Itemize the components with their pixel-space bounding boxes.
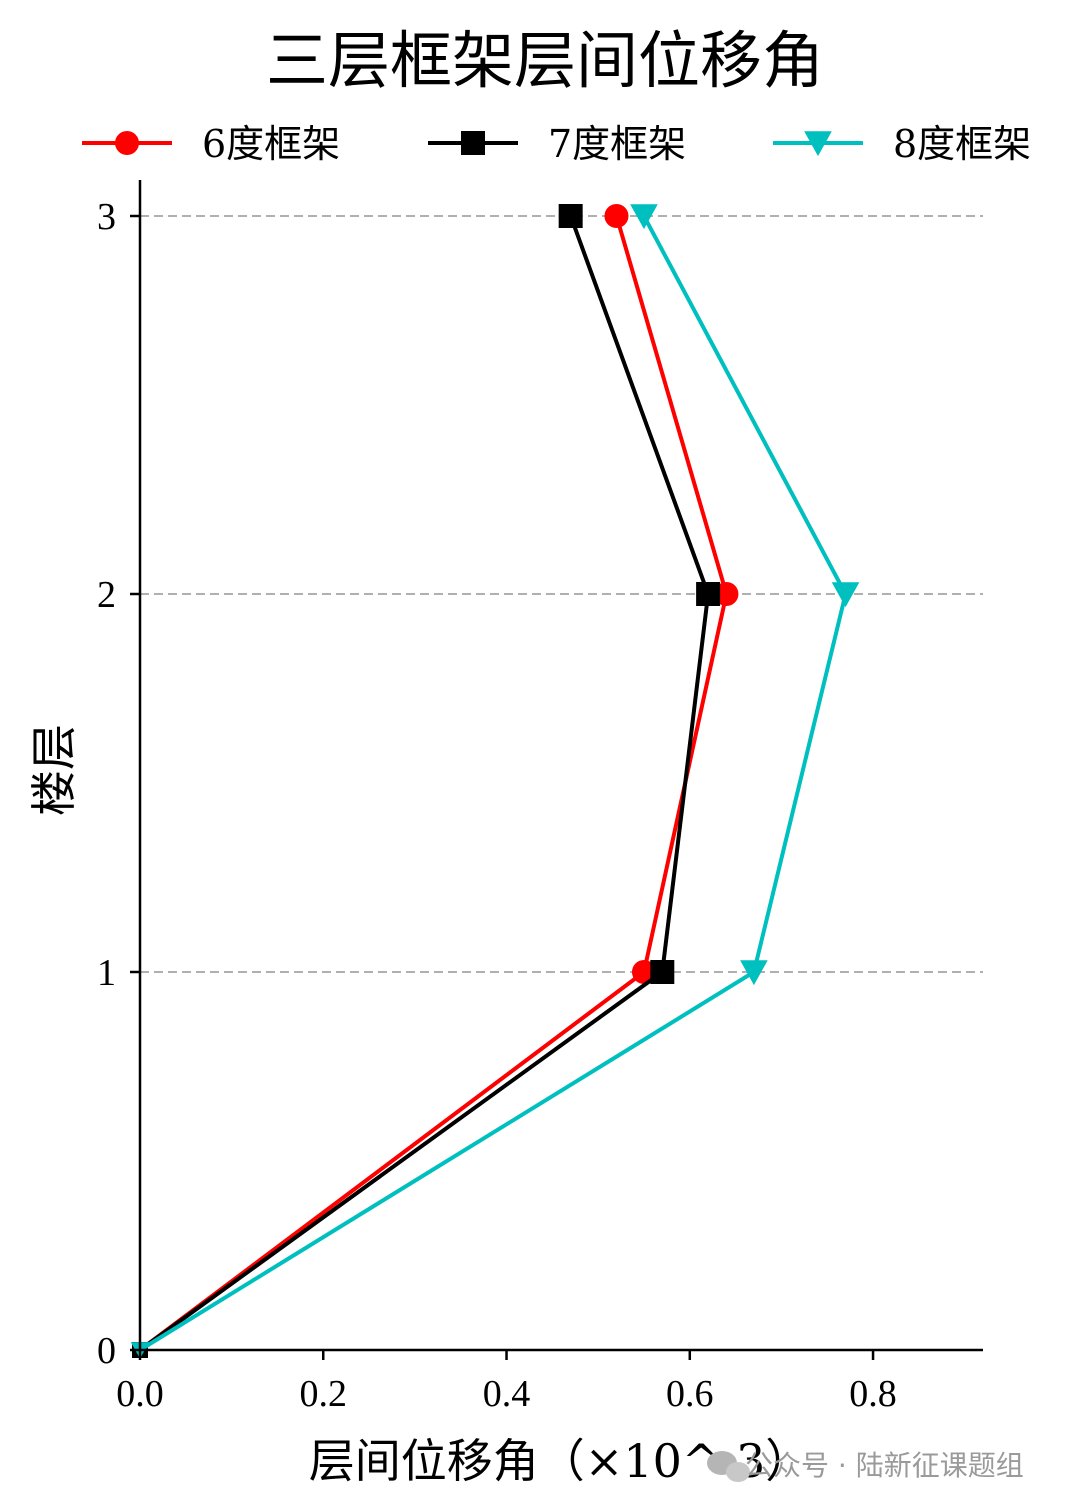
chart-title: 三层框架层间位移角 bbox=[266, 24, 824, 97]
data-point bbox=[740, 960, 768, 986]
y-tick-label: 2 bbox=[97, 574, 116, 616]
data-point bbox=[714, 582, 739, 606]
watermark: 公众号 · 陆新征课题组 bbox=[707, 1449, 1024, 1482]
legend-label: 7度框架 bbox=[548, 122, 686, 166]
series-line bbox=[138, 215, 729, 1352]
legend-item-2: 7度框架 bbox=[428, 122, 686, 166]
legend-marker bbox=[804, 131, 832, 157]
axes: 0.0 0.2 0.4 0.6 0.8 0 1 2 3 bbox=[97, 180, 983, 1415]
legend-item-3: 8度框架 bbox=[773, 122, 1031, 166]
legend-label: 6度框架 bbox=[202, 122, 340, 166]
legend-label: 8度框架 bbox=[893, 122, 1031, 166]
series-2 bbox=[132, 204, 721, 1358]
series-line bbox=[138, 215, 848, 1352]
series-3 bbox=[130, 204, 860, 1359]
series-layer bbox=[130, 204, 860, 1359]
data-point bbox=[696, 582, 721, 606]
series-line bbox=[138, 215, 711, 1352]
y-tick-label: 0 bbox=[97, 1330, 116, 1372]
data-point bbox=[630, 204, 658, 230]
series-1 bbox=[132, 204, 739, 1358]
legend-item-1: 6度框架 bbox=[82, 122, 340, 166]
data-point bbox=[831, 582, 860, 608]
y-tick-label: 1 bbox=[97, 952, 116, 994]
x-tick-label: 0.8 bbox=[849, 1373, 897, 1415]
legend: 6度框架 7度框架 8度框架 bbox=[82, 122, 1031, 166]
x-tick-label: 0.2 bbox=[300, 1373, 348, 1415]
legend-marker bbox=[115, 131, 139, 155]
data-point bbox=[558, 204, 583, 228]
y-tick-label: 3 bbox=[97, 196, 116, 238]
y-axis-label: 楼层 bbox=[27, 724, 81, 816]
watermark-text: 公众号 · 陆新征课题组 bbox=[745, 1449, 1024, 1482]
x-tick-label: 0.0 bbox=[116, 1373, 164, 1415]
x-tick-label: 0.4 bbox=[483, 1373, 531, 1415]
data-point bbox=[604, 204, 629, 228]
gridlines bbox=[140, 215, 983, 973]
legend-marker bbox=[461, 131, 485, 155]
data-point bbox=[631, 960, 656, 984]
x-tick-label: 0.6 bbox=[666, 1373, 714, 1415]
wechat-icon bbox=[707, 1451, 750, 1482]
data-point bbox=[650, 960, 675, 984]
